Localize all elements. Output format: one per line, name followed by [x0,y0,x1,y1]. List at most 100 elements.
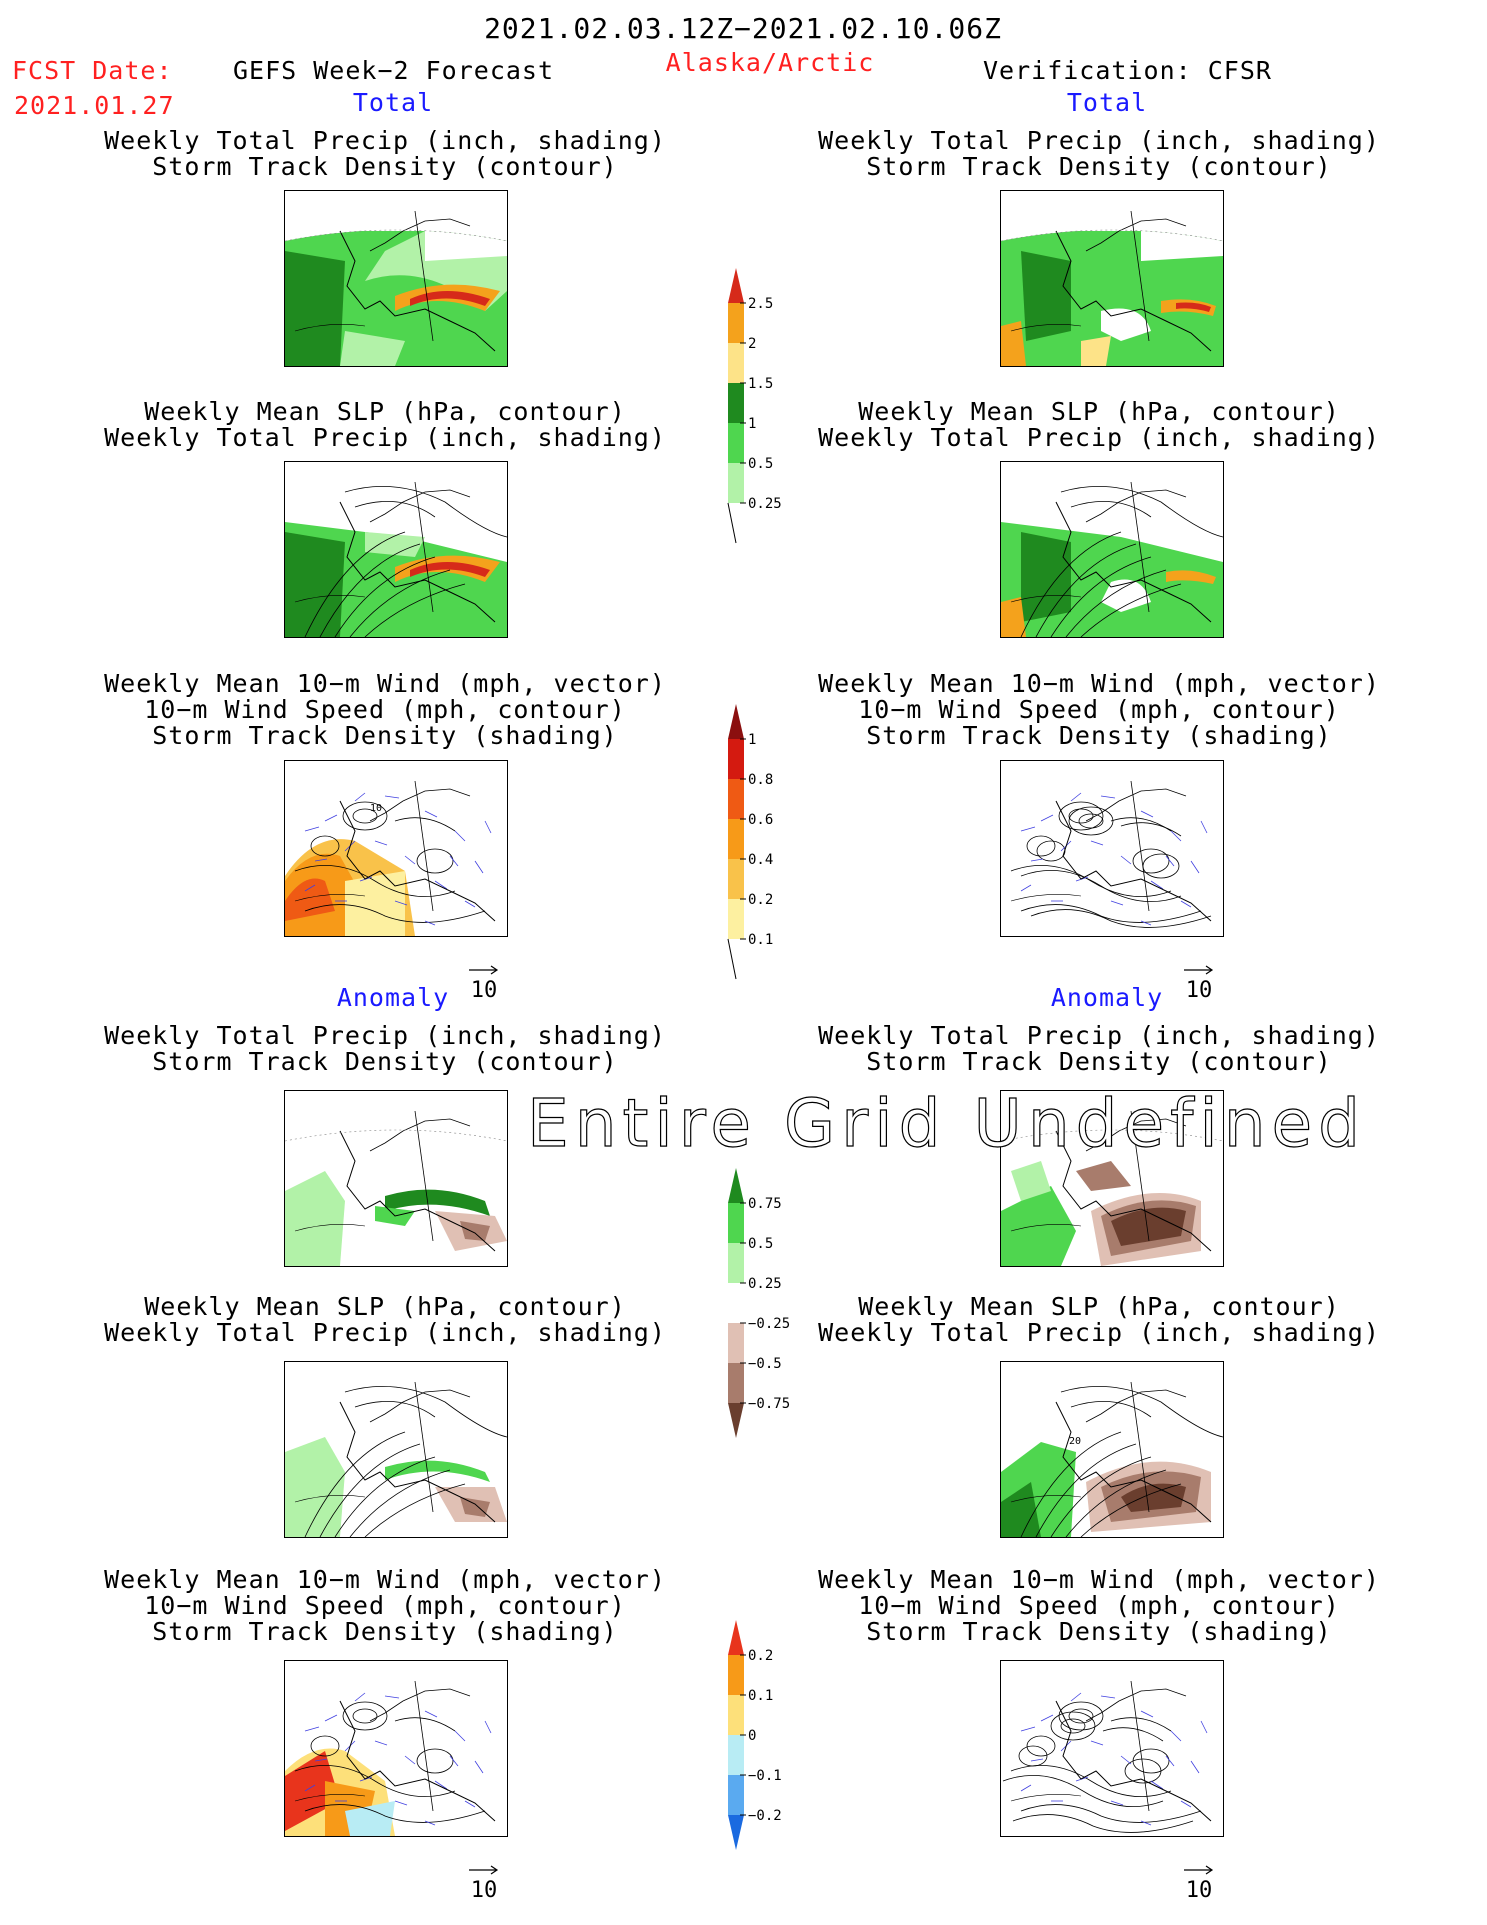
colorbar-block [728,423,744,463]
colorbar-block [728,1735,744,1775]
title-line: 10−m Wind Speed (mph, contour) [144,695,626,724]
title-line: Weekly Mean SLP (hPa, contour) [144,1292,626,1321]
map-fcst-total-precip-storm [284,190,508,367]
map-fcst-anom-precip-storm [284,1090,508,1267]
title-line: Storm Track Density (shading) [152,721,618,750]
vector-reference-value: 10 [470,1878,498,1903]
title-line: Weekly Total Precip (inch, shading) [104,1318,666,1347]
title-line: Storm Track Density (shading) [866,1617,1332,1646]
colorbar-block [728,779,744,819]
svg-text:20: 20 [1069,1436,1081,1447]
right-total-label: Total [1066,88,1148,117]
colorbar-block [728,819,744,859]
vector-reference: 10 [1184,1858,1214,1902]
colorbar-tick-label: 0 [748,1728,756,1744]
colorbar-block [728,1655,744,1695]
fcst-date-label: FCST Date: [12,56,173,85]
map-cfsr-anom-precip-storm [1000,1090,1224,1267]
title-line: Storm Track Density (contour) [866,1047,1332,1076]
colorbar-block [728,383,744,423]
colorbar-tick-label: 0.75 [748,1196,782,1212]
title-line: Storm Track Density (shading) [866,721,1332,750]
colorbar-block [728,1815,744,1850]
model-title: GEFS Week−2 Forecast [233,56,555,85]
map-cfsr-anom-wind-storm [1000,1660,1224,1837]
colorbar-precip-anom: 0.75 0.5 0.25 −0.25 −0.5 −0.75 [720,1168,790,1457]
colorbar-block [728,1168,744,1203]
colorbar-block [728,739,744,779]
region-title: Alaska/Arctic [665,48,875,77]
colorbar-tick-label: 1.5 [748,376,773,392]
title-line: Storm Track Density (contour) [152,152,618,181]
map-cfsr-total-wind-storm [1000,760,1224,937]
colorbar-block [728,704,744,739]
vector-reference-value: 10 [1185,978,1213,1003]
vector-reference: 10 [469,1858,499,1902]
title-line: Weekly Mean 10−m Wind (mph, vector) [818,669,1380,698]
colorbar-precip-total: 2.5 2 1.5 1 0.5 0.25 [720,268,790,557]
arrow-right-icon [1184,965,1214,975]
title-line: Weekly Mean 10−m Wind (mph, vector) [104,669,666,698]
colorbar-block [728,1363,744,1403]
colorbar-block [728,463,744,503]
colorbar-block [728,1695,744,1735]
colorbar-block [728,1403,744,1438]
title-line: Weekly Total Precip (inch, shading) [818,1318,1380,1347]
colorbar-tick-label: −0.5 [748,1356,782,1372]
colorbar-tick-label: −0.2 [748,1808,782,1824]
title-line: 10−m Wind Speed (mph, contour) [858,695,1340,724]
colorbar-tick-label: 0.5 [748,456,773,472]
title-line: Weekly Total Precip (inch, shading) [818,423,1380,452]
colorbar-block [728,303,744,343]
title-line: Weekly Total Precip (inch, shading) [104,1021,666,1050]
title-line: Weekly Total Precip (inch, shading) [104,423,666,452]
undefined-grid-watermark: Entire Grid Undefined [526,1084,1367,1162]
map-fcst-total-wind-storm: 10 [284,760,508,937]
arrow-right-icon [469,965,499,975]
title-line: Weekly Mean SLP (hPa, contour) [858,1292,1340,1321]
title-line: Weekly Mean 10−m Wind (mph, vector) [818,1565,1380,1594]
vector-reference: 10 [469,958,499,1002]
colorbar-tick-label: 0.1 [748,1688,773,1704]
left-total-label: Total [352,88,434,117]
colorbar-tick-label: 0.5 [748,1236,773,1252]
colorbar-tick-label: 0.8 [748,772,773,788]
verification-title: Verification: CFSR [983,56,1272,85]
colorbar-storm-anom: 0.2 0.1 0 −0.1 −0.2 [720,1620,790,1874]
colorbar-block [728,899,744,939]
arrow-right-icon [1184,1865,1214,1875]
colorbar-tick-label: 0.25 [748,496,782,512]
colorbar-block [728,1243,744,1283]
title-line: Storm Track Density (contour) [866,152,1332,181]
svg-text:10: 10 [370,803,382,814]
title-line: Storm Track Density (contour) [152,1047,618,1076]
colorbar-block [728,1775,744,1815]
colorbar-tick-label: 0.2 [748,892,773,908]
title-line: Weekly Total Precip (inch, shading) [818,1021,1380,1050]
title-line: Weekly Mean 10−m Wind (mph, vector) [104,1565,666,1594]
colorbar-tick-label: 2.5 [748,296,773,312]
colorbar-block [728,268,744,303]
map-fcst-anom-wind-storm [284,1660,508,1837]
colorbar-block [728,1323,744,1363]
colorbar-tick-label: 1 [748,416,756,432]
colorbar-block [728,1283,744,1323]
colorbar-tick-label: −0.25 [748,1316,790,1332]
colorbar-block [728,859,744,899]
arrow-right-icon [469,1865,499,1875]
title-line: Weekly Mean SLP (hPa, contour) [858,397,1340,426]
colorbar-tick-label: 0.4 [748,852,773,868]
title-line: Weekly Total Precip (inch, shading) [818,126,1380,155]
colorbar-storm-total: 1 0.8 0.6 0.4 0.2 0.1 [720,704,790,993]
colorbar-tick-label: −0.1 [748,1768,782,1784]
left-anomaly-label: Anomaly [336,983,450,1012]
title-line: 10−m Wind Speed (mph, contour) [858,1591,1340,1620]
colorbar-tick-label: 1 [748,732,756,748]
colorbar-block [728,1203,744,1243]
colorbar-tail [727,938,737,980]
map-fcst-anom-slp-precip [284,1361,508,1538]
colorbar-tick-label: 0.2 [748,1648,773,1664]
title-line: Storm Track Density (shading) [152,1617,618,1646]
colorbar-tick-label: 2 [748,336,756,352]
fcst-date-value: 2021.01.27 [14,91,175,120]
